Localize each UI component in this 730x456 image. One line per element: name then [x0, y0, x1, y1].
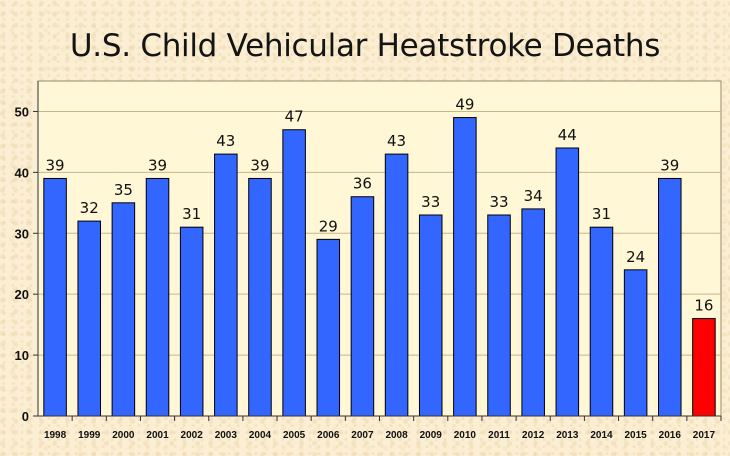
- bar-2003: [214, 153, 238, 417]
- x-tick-label-1999: 1999: [78, 430, 101, 441]
- x-tick-label-2006: 2006: [317, 430, 340, 441]
- y-axis: 0 10 20 30 40 50: [15, 81, 39, 424]
- x-tick-label-2016: 2016: [659, 430, 682, 441]
- bar-2011: [487, 214, 511, 417]
- bar-2005: [282, 129, 306, 417]
- bars: [43, 117, 716, 417]
- bar-2014: [589, 226, 614, 417]
- x-tick-label-1998: 1998: [44, 430, 67, 441]
- x-tick-label-2001: 2001: [146, 430, 169, 441]
- x-tick-label-2000: 2000: [112, 430, 135, 441]
- x-tick-label-2014: 2014: [590, 430, 613, 441]
- x-tick-label-2004: 2004: [249, 430, 272, 441]
- bar-1998: [43, 177, 67, 417]
- data-label-2015: 24: [626, 248, 645, 266]
- data-label-2008: 43: [387, 132, 406, 150]
- data-label-2010: 49: [455, 96, 474, 114]
- data-label-2014: 31: [592, 205, 611, 223]
- data-label-2000: 35: [114, 181, 133, 199]
- data-label-1999: 32: [80, 199, 99, 217]
- y-tick-label: 30: [15, 226, 29, 241]
- x-tick-label-2008: 2008: [385, 430, 408, 441]
- bar-2004: [248, 177, 272, 417]
- data-label-2009: 33: [421, 193, 440, 211]
- bar-2009: [418, 214, 443, 417]
- data-label-2007: 36: [353, 175, 372, 193]
- x-tick-label-2010: 2010: [454, 430, 477, 441]
- x-tick-label-2017: 2017: [693, 430, 716, 441]
- chart-title: U.S. Child Vehicular Heatstroke Deaths: [69, 28, 661, 64]
- data-label-2011: 33: [489, 193, 508, 211]
- x-tick-label-2005: 2005: [283, 430, 306, 441]
- data-label-2017: 16: [694, 297, 713, 315]
- x-tick-label-2015: 2015: [625, 430, 648, 441]
- data-label-2006: 29: [319, 217, 338, 235]
- y-tick-label: 0: [22, 409, 29, 424]
- plot-area: [37, 80, 722, 417]
- bar-2015: [623, 269, 648, 417]
- bar-2010: [453, 117, 477, 417]
- x-tick-label-2002: 2002: [181, 430, 204, 441]
- bar-2002: [179, 226, 204, 417]
- x-tick-label-2013: 2013: [556, 430, 579, 441]
- bar-2007: [350, 196, 375, 417]
- bar-2000: [111, 202, 136, 417]
- data-label-2001: 39: [148, 156, 167, 174]
- bar-1999: [77, 220, 101, 417]
- x-tick-label-2007: 2007: [351, 430, 374, 441]
- x-tick-label-2011: 2011: [488, 430, 510, 441]
- bar-2013: [555, 147, 580, 417]
- bar-2016: [658, 177, 682, 417]
- x-axis: 1998 1999 2000 2001 2002 2003 2004 2005 2006 2007…: [38, 415, 722, 441]
- data-label-2005: 47: [285, 108, 304, 126]
- data-label-2004: 39: [250, 156, 269, 174]
- data-label-2012: 34: [524, 187, 543, 205]
- y-tick-label: 10: [15, 348, 29, 363]
- data-label-2016: 39: [660, 156, 679, 174]
- bar-2006: [316, 238, 341, 417]
- data-label-2013: 44: [558, 126, 577, 144]
- data-label-2003: 43: [216, 132, 235, 150]
- x-tick-label-2009: 2009: [420, 430, 443, 441]
- x-tick-label-2003: 2003: [215, 430, 238, 441]
- bar-2001: [145, 177, 170, 417]
- data-labels: 39 32 35 39 31 43 39 47 29 36 43 33 49 33 34 44 31 24 39 16: [46, 96, 714, 315]
- y-tick-label: 20: [15, 287, 29, 302]
- data-label-1998: 39: [46, 156, 65, 174]
- x-tick-label-2012: 2012: [522, 430, 545, 441]
- bar-2012: [521, 208, 545, 417]
- bar-2017: [692, 318, 716, 417]
- y-tick-label: 40: [15, 165, 29, 180]
- y-tick-label: 50: [15, 104, 29, 119]
- data-label-2002: 31: [182, 205, 201, 223]
- bar-2008: [384, 153, 409, 417]
